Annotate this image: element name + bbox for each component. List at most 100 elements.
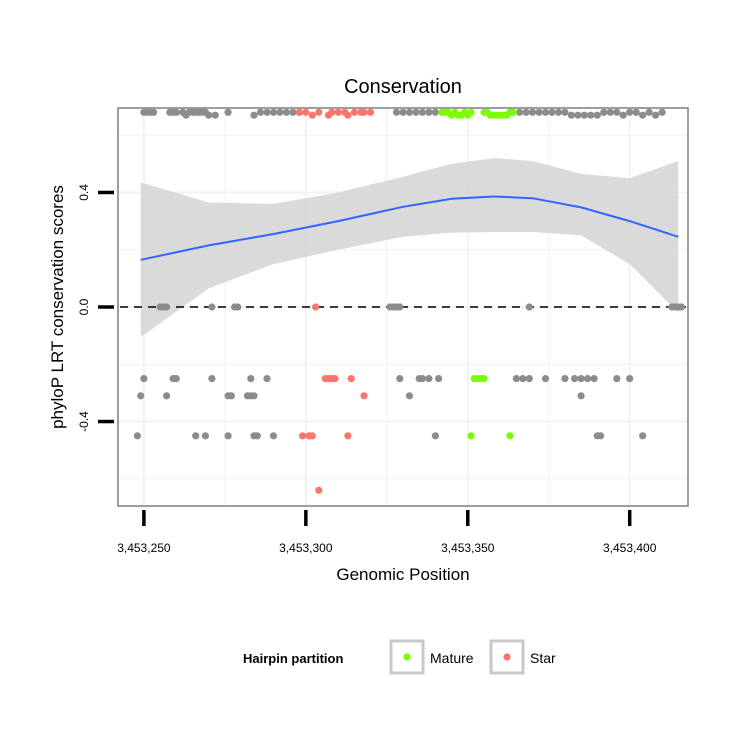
point-other	[584, 375, 592, 383]
point-other	[619, 111, 627, 119]
point-other	[626, 108, 634, 116]
point-star	[334, 108, 342, 116]
point-other	[431, 432, 439, 440]
point-other	[247, 375, 255, 383]
point-mature	[480, 375, 488, 383]
point-other	[522, 108, 530, 116]
x-tick-label: 3,453,350	[441, 541, 495, 555]
point-other	[541, 375, 550, 383]
point-other	[541, 108, 550, 116]
point-star	[347, 375, 355, 383]
point-other	[227, 392, 235, 400]
point-other	[587, 111, 595, 119]
point-star	[302, 108, 310, 116]
legend-label-mature: Mature	[430, 650, 474, 666]
chart-title: Conservation	[344, 76, 462, 98]
point-other	[561, 108, 569, 116]
point-other	[263, 108, 271, 116]
legend: Hairpin partition Mature Star	[243, 639, 556, 675]
point-other	[580, 111, 589, 119]
point-other	[163, 303, 171, 311]
point-mature	[506, 432, 514, 440]
point-other	[263, 375, 271, 383]
point-other	[269, 108, 278, 116]
point-other	[412, 108, 420, 116]
point-other	[224, 432, 232, 440]
point-star	[315, 108, 323, 116]
point-mature	[467, 108, 475, 116]
point-other	[253, 432, 261, 440]
point-star	[360, 108, 368, 116]
point-other	[399, 108, 407, 116]
point-star	[331, 375, 339, 383]
point-other	[289, 108, 297, 116]
data-points	[133, 108, 686, 494]
legend-item-star: Star	[489, 639, 556, 675]
point-other	[392, 108, 401, 116]
point-other	[658, 108, 666, 116]
point-other	[211, 111, 219, 119]
y-tick-label: 0.0	[77, 298, 91, 315]
point-other	[571, 375, 579, 383]
point-other	[205, 111, 213, 119]
point-other	[418, 375, 426, 383]
point-other	[201, 432, 209, 440]
point-other	[606, 108, 614, 116]
point-other	[645, 108, 653, 116]
point-other	[208, 375, 216, 383]
plot-panel-border	[117, 107, 689, 507]
point-star	[344, 432, 352, 440]
point-other	[528, 108, 537, 116]
y-axis-title: phyloP LRT conservation scores	[48, 185, 67, 429]
point-other	[525, 375, 533, 383]
y-tick-label: -0.4	[77, 411, 91, 432]
legend-dot-mature	[403, 653, 411, 661]
x-tick-label: 3,453,400	[603, 541, 657, 555]
point-other	[593, 111, 601, 119]
point-other	[425, 375, 433, 383]
point-other	[418, 108, 426, 116]
point-other	[192, 432, 200, 440]
point-other	[548, 108, 556, 116]
point-other	[208, 303, 216, 311]
legend-label-star: Star	[530, 650, 556, 666]
point-other	[150, 108, 158, 116]
point-other	[172, 108, 180, 116]
point-mature	[509, 108, 517, 116]
point-other	[405, 392, 414, 400]
x-axis-title: Genomic Position	[336, 565, 469, 584]
point-other	[525, 303, 533, 311]
point-other	[600, 108, 608, 116]
point-mature	[467, 432, 475, 440]
point-other	[577, 375, 585, 383]
point-star	[344, 111, 352, 119]
point-other	[282, 108, 290, 116]
point-star	[315, 486, 323, 494]
point-other	[396, 375, 404, 383]
point-other	[516, 108, 524, 116]
point-star	[308, 432, 316, 440]
point-other	[431, 108, 439, 116]
point-other	[613, 375, 621, 383]
point-other	[567, 111, 576, 119]
point-other	[577, 392, 585, 400]
point-other	[590, 375, 598, 383]
point-star	[328, 108, 336, 116]
point-other	[137, 392, 145, 400]
x-tick-label: 3,453,250	[117, 541, 171, 555]
point-star	[312, 303, 320, 311]
point-other	[163, 392, 171, 400]
point-other	[435, 375, 443, 383]
point-other	[250, 392, 258, 400]
point-other	[425, 108, 433, 116]
y-tick-label: 0.4	[77, 184, 91, 201]
legend-key-mature	[389, 639, 425, 675]
point-other	[597, 432, 605, 440]
point-other	[519, 375, 527, 383]
x-tick-label: 3,453,300	[279, 541, 333, 555]
legend-title: Hairpin partition	[243, 651, 343, 666]
point-other	[256, 108, 265, 116]
point-other	[396, 303, 404, 311]
point-star	[360, 392, 368, 400]
